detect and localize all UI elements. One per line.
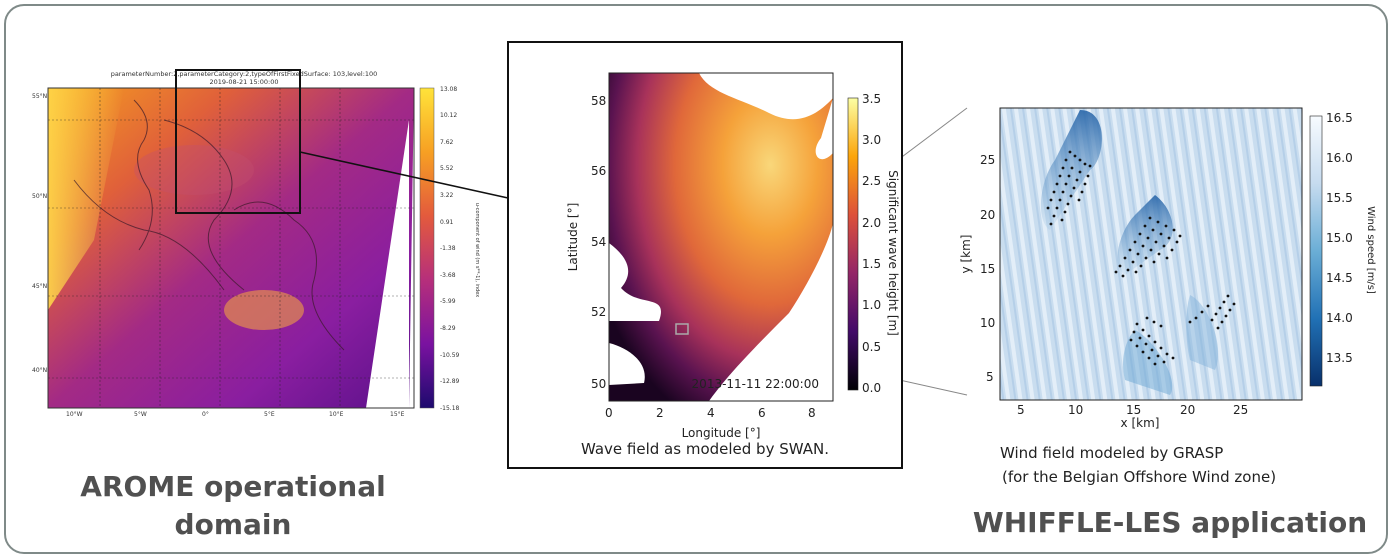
arome-cbar-tick: -1.38	[440, 245, 456, 252]
grasp-y-tick: 5	[986, 370, 994, 384]
arome-colorbar-label: u-component of wind (m s**-1), index	[474, 203, 480, 298]
swan-cbar-tick: 0.5	[862, 340, 881, 354]
arome-lat-tick: 50°N	[32, 193, 47, 200]
swan-x-tick: 0	[605, 406, 613, 420]
grasp-y-tick: 15	[980, 262, 995, 276]
swan-y-tick: 50	[591, 377, 606, 391]
arome-cbar-tick: -15.18	[440, 405, 460, 412]
swan-x-tick: 6	[758, 406, 766, 420]
swan-y-tick: 54	[591, 235, 606, 249]
swan-colorbar-label: Significant wave height [m]	[886, 170, 900, 336]
grasp-caption-line1: Wind field modeled by GRASP	[1000, 444, 1224, 462]
grasp-x-tick: 15	[1126, 403, 1141, 417]
arome-colorbar	[419, 87, 435, 409]
arome-lat-tick: 45°N	[32, 283, 47, 290]
arome-cbar-tick: 0.91	[440, 219, 454, 226]
grasp-y-tick: 10	[980, 316, 995, 330]
arome-domain-edge	[366, 120, 409, 408]
grasp-cbar-tick: 16.0	[1326, 151, 1353, 165]
grasp-ylabel: y [km]	[959, 235, 973, 274]
swan-land-continent	[709, 223, 833, 401]
swan-cbar-tick: 2.0	[862, 216, 881, 230]
swan-zoom-box	[675, 323, 689, 335]
grasp-cbar-tick: 16.5	[1326, 111, 1353, 125]
grasp-wake	[1040, 110, 1102, 230]
arome-colorbar-ticks: 13.08 10.12 7.62 5.52 3.22 0.91 -1.38 -3…	[440, 86, 460, 412]
grasp-caption-line2: (for the Belgian Offshore Wind zone)	[1002, 468, 1277, 486]
arome-lon-tick: 0°	[202, 411, 209, 418]
swan-cbar-tick: 1.5	[862, 257, 881, 271]
grasp-xlabel: x [km]	[1121, 416, 1160, 430]
grasp-cbar-tick: 14.0	[1326, 311, 1353, 325]
arome-caption-line1: AROME operational	[80, 470, 386, 503]
arome-title-line2: 2019-08-21 15:00:00	[209, 78, 278, 86]
arome-field	[48, 88, 414, 408]
arome-title-line1: parameterNumber:2,parameterCategory:2,ty…	[111, 70, 378, 78]
arome-coastlines	[73, 99, 345, 351]
swan-timestamp: 2013-11-11 22:00:00	[692, 377, 819, 391]
grasp-x-tick: 25	[1233, 403, 1248, 417]
grasp-y-tick: 25	[980, 153, 995, 167]
arome-cbar-tick: -8.29	[440, 325, 456, 332]
arome-lon-tick: 5°W	[134, 411, 147, 418]
swan-map: 58 56 54 52 50 0 2 4 6 8 Longitude [°] L…	[566, 72, 900, 440]
arome-cbar-tick: 5.52	[440, 165, 454, 172]
grasp-map: 25 20 15 10 5 5 10 15 20 25 x [km] y [km…	[959, 107, 1376, 430]
arome-zoom-box	[175, 69, 301, 214]
grasp-cbar-tick: 14.5	[1326, 271, 1353, 285]
grasp-y-tick: 20	[980, 208, 995, 222]
grasp-cbar-tick: 13.5	[1326, 351, 1353, 365]
grasp-turbines	[1046, 150, 1236, 366]
swan-cbar-tick: 3.0	[862, 133, 881, 147]
arome-lon-tick: 10°E	[329, 411, 344, 418]
arome-cbar-tick: -5.99	[440, 298, 456, 305]
arome-lon-tick: 10°W	[66, 411, 83, 418]
arome-cbar-tick: 3.22	[440, 192, 454, 199]
grasp-x-tick: 10	[1068, 403, 1083, 417]
arome-cbar-tick: 10.12	[440, 112, 457, 119]
grasp-x-tick: 20	[1180, 403, 1195, 417]
swan-cbar-tick: 0.0	[862, 381, 881, 395]
grasp-wake	[1117, 195, 1173, 275]
arome-cbar-tick: 7.62	[440, 139, 454, 146]
arome-map: parameterNumber:2,parameterCategory:2,ty…	[32, 69, 480, 418]
grasp-colorbar	[1309, 115, 1323, 387]
swan-caption: Wave field as modeled by SWAN.	[580, 440, 830, 458]
swan-land-uk	[609, 243, 661, 321]
swan-x-tick: 4	[707, 406, 715, 420]
arome-caption-line2: domain	[174, 508, 292, 541]
grasp-colorbar-label: Wind speed [m/s]	[1365, 206, 1376, 294]
arome-cbar-tick: -3.68	[440, 272, 456, 279]
grasp-cbar-tick: 15.0	[1326, 231, 1353, 245]
swan-y-tick: 58	[591, 94, 606, 108]
arome-cbar-tick: -10.59	[440, 352, 460, 359]
swan-cbar-tick: 3.5	[862, 92, 881, 106]
arome-lat-tick: 40°N	[32, 367, 47, 374]
arome-lat-tick: 55°N	[32, 93, 47, 100]
swan-cbar-tick: 2.5	[862, 174, 881, 188]
swan-xlabel: Longitude [°]	[682, 426, 761, 440]
grasp-cbar-tick: 15.5	[1326, 191, 1353, 205]
swan-cbar-tick: 1.0	[862, 298, 881, 312]
swan-colorbar	[847, 97, 859, 391]
swan-x-tick: 2	[656, 406, 664, 420]
swan-y-tick: 56	[591, 164, 606, 178]
arome-cbar-tick: -12.89	[440, 378, 460, 385]
arome-lon-tick: 5°E	[264, 411, 275, 418]
swan-y-tick: 52	[591, 305, 606, 319]
arome-lon-tick: 15°E	[390, 411, 405, 418]
slide-frame	[4, 4, 1388, 554]
swan-ylabel: Latitude [°]	[566, 203, 580, 272]
swan-x-tick: 8	[808, 406, 816, 420]
arome-caption: AROME operational domain	[48, 468, 418, 544]
arome-cbar-tick: 13.08	[440, 86, 457, 93]
whiffle-caption: WHIFFLE-LES application	[972, 506, 1368, 539]
grasp-x-tick: 5	[1017, 403, 1025, 417]
